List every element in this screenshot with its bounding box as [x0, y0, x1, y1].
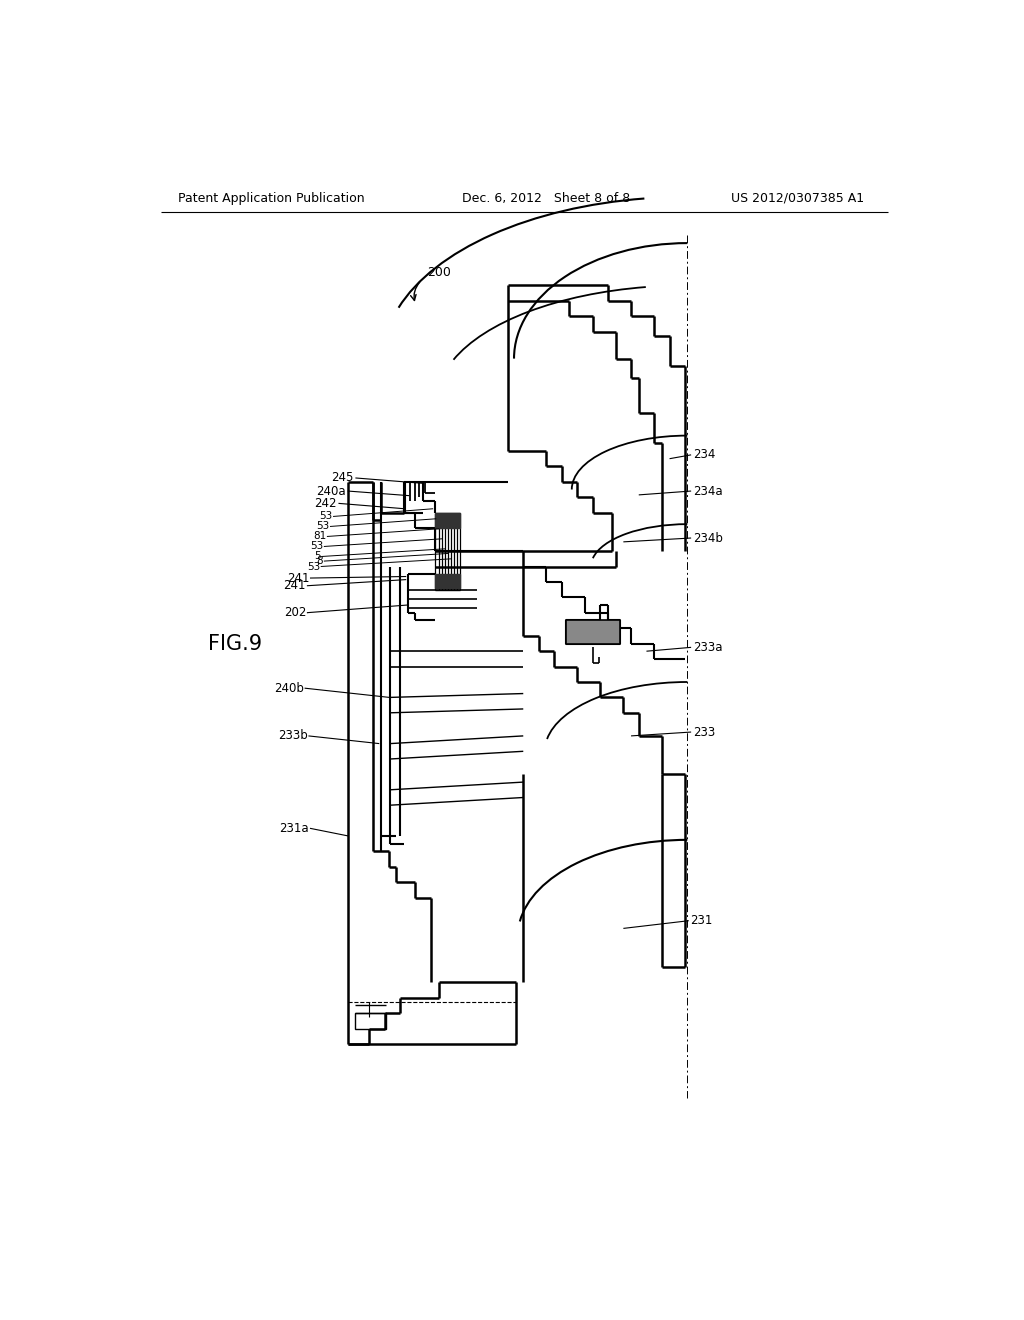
Text: 200: 200 — [427, 265, 451, 279]
Text: 231: 231 — [690, 915, 713, 927]
Text: 242: 242 — [314, 496, 337, 510]
Text: 202: 202 — [284, 606, 306, 619]
Text: 234b: 234b — [692, 532, 723, 545]
Text: 8: 8 — [316, 556, 323, 566]
Text: 234: 234 — [692, 449, 715, 462]
Text: 234a: 234a — [692, 484, 722, 498]
Text: 241: 241 — [287, 572, 309, 585]
Bar — [355, 1014, 386, 1028]
Text: 81: 81 — [313, 532, 326, 541]
Text: 233a: 233a — [692, 640, 722, 653]
Bar — [435, 512, 460, 528]
Text: 53: 53 — [307, 561, 319, 572]
Text: 233: 233 — [692, 726, 715, 739]
Text: 53: 53 — [310, 541, 323, 552]
Text: FIG.9: FIG.9 — [208, 634, 262, 653]
Bar — [565, 620, 620, 644]
Text: Dec. 6, 2012   Sheet 8 of 8: Dec. 6, 2012 Sheet 8 of 8 — [462, 191, 630, 205]
Text: 231a: 231a — [280, 822, 309, 834]
Text: 5: 5 — [314, 552, 321, 561]
Text: 240b: 240b — [274, 681, 304, 694]
Text: 233b: 233b — [278, 730, 307, 742]
Text: 53: 53 — [316, 521, 330, 532]
Text: 240a: 240a — [316, 484, 346, 498]
Text: 241: 241 — [284, 579, 306, 593]
Text: 53: 53 — [319, 511, 333, 521]
Text: US 2012/0307385 A1: US 2012/0307385 A1 — [731, 191, 864, 205]
Text: Patent Application Publication: Patent Application Publication — [178, 191, 365, 205]
Text: 245: 245 — [332, 471, 354, 484]
Bar — [435, 574, 460, 589]
